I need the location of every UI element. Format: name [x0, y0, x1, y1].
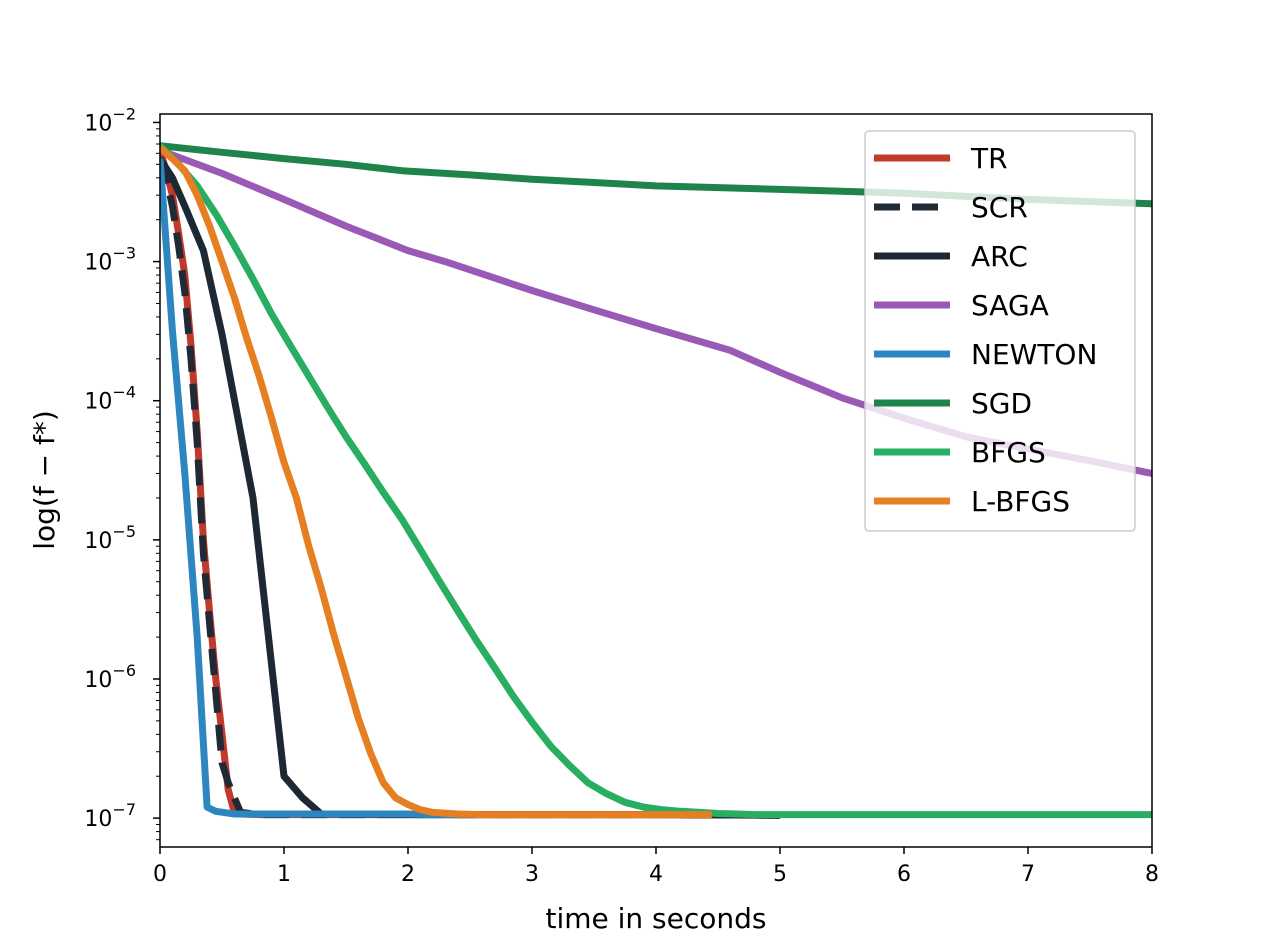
x-axis-label: time in seconds	[545, 902, 766, 935]
legend-label: NEWTON	[971, 338, 1097, 371]
x-tick-label: 0	[153, 862, 167, 887]
x-tick-label: 4	[649, 862, 663, 887]
series-line-l-bfgs	[160, 144, 712, 819]
y-tick-label: 10−7	[84, 800, 136, 832]
legend-label: SCR	[971, 191, 1028, 224]
legend-label: BFGS	[971, 436, 1046, 469]
y-tick-base: 10	[84, 390, 112, 415]
x-tick-label: 5	[773, 862, 787, 887]
y-tick-base: 10	[84, 807, 112, 832]
legend-box	[864, 130, 1136, 532]
y-tick-base: 10	[84, 668, 112, 693]
x-tick-label: 1	[277, 862, 291, 887]
y-tick-exponent: −2	[112, 104, 136, 123]
y-tick-base: 10	[84, 111, 112, 136]
series-layer	[160, 142, 1152, 819]
x-axis: 0 1 2 3 4 5 6 7 8	[153, 847, 1159, 887]
y-tick-exponent: −7	[112, 800, 136, 819]
legend-label: SAGA	[971, 289, 1049, 322]
y-axis-label: log(f − f*)	[28, 410, 61, 550]
y-tick-label: 10−5	[84, 522, 136, 554]
legend-label: ARC	[971, 240, 1028, 273]
y-tick-exponent: −3	[112, 244, 136, 263]
x-tick-label: 6	[897, 862, 911, 887]
x-tick-label: 7	[1021, 862, 1035, 887]
y-tick-exponent: −4	[112, 383, 136, 402]
y-tick-label: 10−4	[84, 383, 136, 415]
legend-label: TR	[970, 142, 1008, 175]
legend-label: L-BFGS	[971, 485, 1070, 518]
y-tick-label: 10−2	[84, 104, 136, 136]
y-tick-exponent: −5	[112, 522, 136, 541]
y-tick-exponent: −6	[112, 661, 136, 680]
x-tick-label: 3	[525, 862, 539, 887]
y-tick-base: 10	[84, 529, 112, 554]
y-tick-label: 10−3	[84, 244, 136, 276]
x-tick-label: 2	[401, 862, 415, 887]
legend-label: SGD	[971, 387, 1032, 420]
series-line-newton	[160, 158, 470, 819]
x-tick-label: 8	[1145, 862, 1159, 887]
legend: TR SCR ARC SAGA NEWTON SGD BFGS L-BFGS	[864, 130, 1136, 532]
y-tick-base: 10	[84, 251, 112, 276]
y-axis: 10−210−310−410−510−610−7	[84, 104, 160, 841]
y-tick-label: 10−6	[84, 661, 136, 693]
series-line-bfgs	[160, 143, 1152, 819]
